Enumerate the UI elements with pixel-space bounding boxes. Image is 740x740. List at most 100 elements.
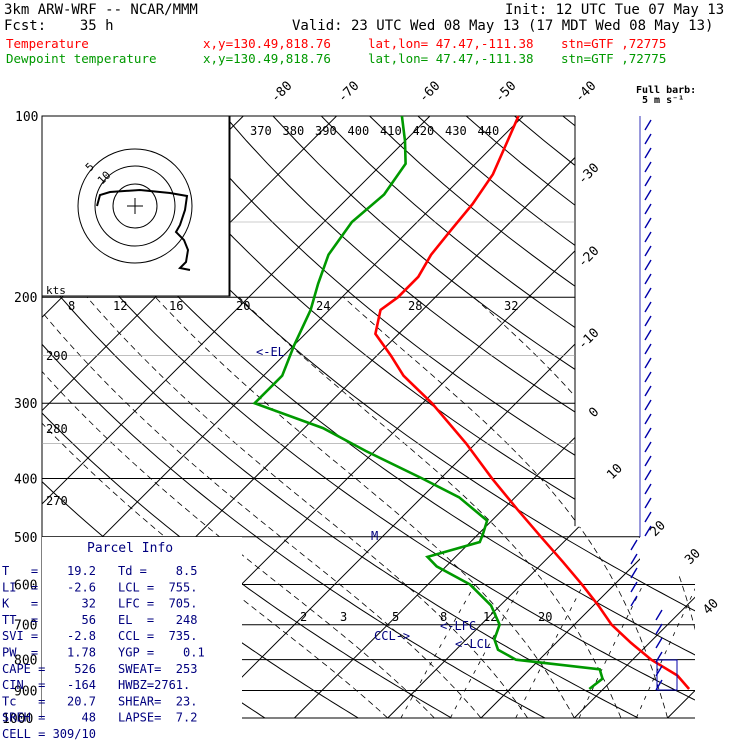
forecast-hour: Fcst: 35 h <box>4 18 114 34</box>
isotherm-line <box>42 116 524 718</box>
pressure-tick-label: 900 <box>14 684 37 699</box>
theta-label: 290 <box>46 349 68 363</box>
isotherm-label: 0 <box>586 405 602 421</box>
theta-label: 270 <box>46 494 68 508</box>
dry-adiabat <box>610 116 695 718</box>
wind-barb <box>630 567 638 579</box>
hodograph-trace <box>96 188 191 271</box>
theta-e-label: 410 <box>380 124 402 138</box>
parcel-info-title: Parcel Info <box>87 541 173 556</box>
wind-barb <box>644 161 652 173</box>
hodograph-speed-label: 24 <box>316 299 330 313</box>
hodograph-ring <box>94 165 176 247</box>
wind-barb <box>644 455 652 467</box>
theta-e-label: 390 <box>315 124 337 138</box>
dewpoint-xy: x,y=130.49,818.76 <box>203 51 331 66</box>
level-marker: CCL-> <box>374 629 410 643</box>
parcel-info-value: SVI = -2.8 <box>2 629 96 643</box>
wind-barb <box>644 399 652 411</box>
wind-barb <box>644 413 652 425</box>
hodograph-speed-label: 16 <box>169 299 183 313</box>
parcel-info-box: Parcel Info T = 19.2 Td = 8.5 LI = -2.6 LCL … <box>2 537 242 740</box>
hodograph-inset <box>41 115 231 297</box>
wind-barb <box>630 581 638 593</box>
wind-barb <box>644 189 652 201</box>
parcel-info-value: SWEAT= 253 <box>118 662 197 676</box>
isotherm-label: -40 <box>572 79 599 106</box>
wind-barb <box>644 287 652 299</box>
dry-adiabat <box>562 116 695 718</box>
pressure-tick-label: 700 <box>14 619 37 634</box>
theta-e-label: 370 <box>250 124 272 138</box>
wind-barb <box>644 245 652 257</box>
temperature-latlon: lat,lon= 47.47,-111.38 <box>368 36 534 51</box>
wind-barb <box>644 301 652 313</box>
wind-barb <box>630 595 638 607</box>
dry-adiabat <box>272 116 695 718</box>
isotherm-label: 10 <box>604 461 626 483</box>
isotherm-label: 30 <box>682 546 704 568</box>
parcel-info-value: SREH = 48 <box>2 711 96 725</box>
wind-barb <box>644 147 652 159</box>
wind-barb-cluster <box>656 659 678 691</box>
theta-e-label: 400 <box>348 124 370 138</box>
mixing-ratio-line <box>515 584 584 718</box>
parcel-info-value: LCL = 755. <box>118 580 197 594</box>
isotherm-line <box>573 116 695 718</box>
hodograph-speed-label: 8 <box>68 299 75 313</box>
isotherm-line <box>200 116 695 718</box>
parcel-info-bg <box>42 537 242 727</box>
isotherm-label: -30 <box>575 161 602 188</box>
wind-barb <box>644 133 652 145</box>
wind-barb <box>630 539 638 551</box>
pressure-tick-label: 100 <box>15 110 38 125</box>
dewpoint-station: stn=GTF ,72775 <box>561 51 667 66</box>
isotherm-label: -80 <box>268 79 295 106</box>
hodograph-speed-label: 12 <box>113 299 127 313</box>
wind-barb <box>644 231 652 243</box>
wind-barb-column <box>630 116 678 691</box>
level-marker: <-LCL <box>455 637 491 651</box>
isotherm-label: -50 <box>492 79 519 106</box>
parcel-info-value: Td = 8.5 <box>118 564 197 578</box>
parcel-info-value: EL = 248 <box>118 613 197 627</box>
hodograph-axis-label: kts <box>46 284 66 297</box>
wind-barb <box>644 329 652 341</box>
isotherm-line <box>480 116 695 718</box>
isotherm-label: 40 <box>700 596 722 618</box>
parcel-info-value: YGP = 0.1 <box>118 646 205 660</box>
dry-adiabat <box>465 116 695 718</box>
parcel-info-value: CCL = 735. <box>118 629 197 643</box>
parcel-info-value: CAPE = 526 <box>2 662 96 676</box>
temperature-legend: Temperature <box>6 36 89 51</box>
mixing-ratio-label: 3 <box>340 610 347 624</box>
hodograph-ring <box>77 148 193 264</box>
mixing-ratio-line <box>578 584 644 718</box>
level-marker: <-EL <box>256 345 285 359</box>
pressure-tick-label: 300 <box>14 397 37 412</box>
mixing-ratio-label: 5 <box>392 610 399 624</box>
pressure-tick-label: 1000 <box>2 712 33 727</box>
wind-barb <box>644 175 652 187</box>
dry-adiabat <box>224 116 695 718</box>
temperature-profile <box>374 115 691 690</box>
hodograph-speed-label: 28 <box>408 299 422 313</box>
wind-barb <box>644 315 652 327</box>
dry-adiabat <box>659 116 695 718</box>
parcel-info-value: SHEAR= 23. <box>118 694 197 708</box>
isotherm-label: -20 <box>575 244 602 271</box>
parcel-info-value: HWBZ=2761. <box>118 678 190 692</box>
parcel-info-value: TT = 56 <box>2 613 96 627</box>
model-title: 3km ARW-WRF -- NCAR/MMM <box>4 2 198 18</box>
level-marker: <-LFC <box>440 619 476 633</box>
wind-barb <box>644 525 652 537</box>
valid-time: Valid: 23 UTC Wed 08 May 13 (17 MDT Wed … <box>292 18 714 34</box>
pressure-tick-label: 800 <box>14 654 37 669</box>
wind-barb <box>644 357 652 369</box>
isotherm-label: 20 <box>647 518 669 540</box>
wind-barb <box>644 497 652 509</box>
theta-e-label: 430 <box>445 124 467 138</box>
init-time: Init: 12 UTC Tue 07 May 13 <box>505 2 725 18</box>
